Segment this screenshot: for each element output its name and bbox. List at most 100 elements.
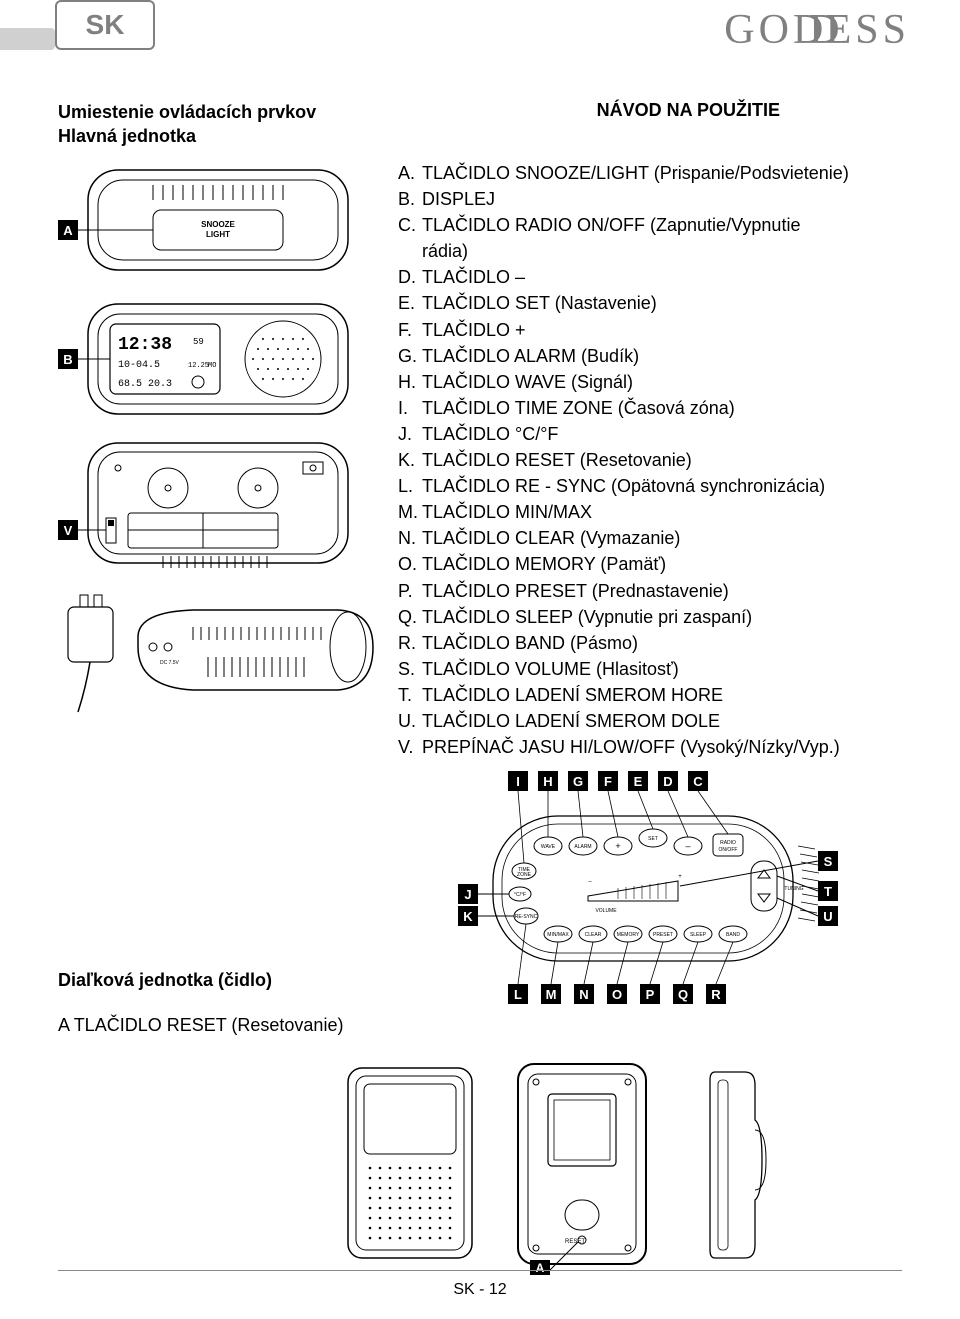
list-letter: J. bbox=[398, 421, 422, 447]
svg-text:PRESET: PRESET bbox=[653, 932, 673, 938]
svg-text:WAVE: WAVE bbox=[541, 844, 556, 850]
page: SK GODDESS Umiestenie ovládacích prvkov … bbox=[0, 0, 960, 1319]
list-item: S.TLAČIDLO VOLUME (Hlasitosť) bbox=[398, 656, 908, 682]
list-item: E.TLAČIDLO SET (Nastavenie) bbox=[398, 290, 908, 316]
list-letter: F. bbox=[398, 317, 422, 343]
list-letter: N. bbox=[398, 525, 422, 551]
svg-text:10-04.5: 10-04.5 bbox=[118, 360, 160, 371]
svg-text:N: N bbox=[579, 987, 588, 1002]
document-title: NÁVOD NA POUŽITIE bbox=[597, 100, 780, 121]
list-item: N.TLAČIDLO CLEAR (Vymazanie) bbox=[398, 525, 908, 551]
list-text: TLAČIDLO RADIO ON/OFF (Zapnutie/Vypnutie bbox=[422, 212, 800, 238]
svg-text:RADIO: RADIO bbox=[720, 840, 736, 846]
svg-text:M: M bbox=[546, 987, 557, 1002]
list-letter: U. bbox=[398, 708, 422, 734]
svg-text:SNOOZE: SNOOZE bbox=[201, 220, 235, 229]
svg-text:TUNING: TUNING bbox=[784, 886, 803, 892]
svg-text:MIN/MAX: MIN/MAX bbox=[547, 932, 569, 938]
list-letter: I. bbox=[398, 395, 422, 421]
diagram-front-view: 12:38 59 10-04.5 12.25 MO 68.5 20.3 B bbox=[58, 294, 358, 424]
svg-text:P: P bbox=[646, 987, 655, 1002]
device-diagrams: SNOOZE LIGHT A 12:38 59 bbox=[58, 160, 378, 746]
svg-text:BAND: BAND bbox=[726, 932, 740, 938]
svg-text:I: I bbox=[516, 774, 520, 789]
list-letter: C. bbox=[398, 212, 422, 238]
list-text: PREPÍNAČ JASU HI/LOW/OFF (Vysoký/Nízky/V… bbox=[422, 734, 840, 760]
list-text: TLAČIDLO PRESET (Prednastavenie) bbox=[422, 578, 729, 604]
svg-text:SET: SET bbox=[648, 836, 658, 842]
svg-text:A: A bbox=[63, 223, 73, 238]
language-badge: SK bbox=[55, 0, 155, 50]
svg-text:CLEAR: CLEAR bbox=[585, 932, 602, 938]
svg-text:K: K bbox=[463, 909, 473, 924]
list-item: L.TLAČIDLO RE - SYNC (Opätovná synchroni… bbox=[398, 473, 908, 499]
list-item: B.DISPLEJ bbox=[398, 186, 908, 212]
list-item: C.TLAČIDLO RADIO ON/OFF (Zapnutie/Vypnut… bbox=[398, 212, 908, 238]
list-item: V.PREPÍNAČ JASU HI/LOW/OFF (Vysoký/Nízky… bbox=[398, 734, 908, 760]
list-letter: A. bbox=[398, 160, 422, 186]
list-item: H.TLAČIDLO WAVE (Signál) bbox=[398, 369, 908, 395]
list-text: TLAČIDLO BAND (Pásmo) bbox=[422, 630, 638, 656]
list-item: T.TLAČIDLO LADENÍ SMEROM HORE bbox=[398, 682, 908, 708]
list-letter: G. bbox=[398, 343, 422, 369]
list-item: I.TLAČIDLO TIME ZONE (Časová zóna) bbox=[398, 395, 908, 421]
header-grey-bar bbox=[0, 28, 55, 50]
list-letter: O. bbox=[398, 551, 422, 577]
svg-text:DC 7.5V: DC 7.5V bbox=[160, 660, 180, 666]
list-letter: D. bbox=[398, 264, 422, 290]
list-item: A.TLAČIDLO SNOOZE/LIGHT (Prispanie/Podsv… bbox=[398, 160, 908, 186]
list-text: TLAČIDLO LADENÍ SMEROM DOLE bbox=[422, 708, 720, 734]
list-text: TLAČIDLO TIME ZONE (Časová zóna) bbox=[422, 395, 735, 421]
list-item: D.TLAČIDLO – bbox=[398, 264, 908, 290]
svg-text:L: L bbox=[514, 987, 522, 1002]
list-item: M.TLAČIDLO MIN/MAX bbox=[398, 499, 908, 525]
list-letter: P. bbox=[398, 578, 422, 604]
section-heading: Umiestenie ovládacích prvkov Hlavná jedn… bbox=[58, 100, 316, 149]
list-text: TLAČIDLO CLEAR (Vymazanie) bbox=[422, 525, 680, 551]
svg-text:RESET: RESET bbox=[565, 1239, 585, 1245]
list-letter: H. bbox=[398, 369, 422, 395]
svg-text:Q: Q bbox=[678, 987, 688, 1002]
svg-text:°C/°F: °C/°F bbox=[514, 892, 526, 898]
list-text: TLAČIDLO WAVE (Signál) bbox=[422, 369, 633, 395]
svg-text:+: + bbox=[678, 874, 682, 880]
svg-text:O: O bbox=[612, 987, 622, 1002]
diagram-side-view: DC 7.5V bbox=[58, 592, 378, 732]
list-item: K.TLAČIDLO RESET (Resetovanie) bbox=[398, 447, 908, 473]
list-item: rádia) bbox=[398, 238, 908, 264]
list-letter: M. bbox=[398, 499, 422, 525]
svg-text:68.5 20.3: 68.5 20.3 bbox=[118, 379, 172, 390]
list-item: U.TLAČIDLO LADENÍ SMEROM DOLE bbox=[398, 708, 908, 734]
heading-line-1: Umiestenie ovládacích prvkov bbox=[58, 100, 316, 124]
svg-text:ZONE: ZONE bbox=[517, 872, 532, 878]
page-footer: SK - 12 bbox=[58, 1270, 902, 1299]
svg-text:F: F bbox=[604, 774, 612, 789]
list-letter: L. bbox=[398, 473, 422, 499]
svg-text:B: B bbox=[63, 352, 72, 367]
list-item: O.TLAČIDLO MEMORY (Pamäť) bbox=[398, 551, 908, 577]
list-text: TLAČIDLO SNOOZE/LIGHT (Prispanie/Podsvie… bbox=[422, 160, 849, 186]
svg-text:C: C bbox=[693, 774, 703, 789]
svg-text:ON/OFF: ON/OFF bbox=[719, 847, 738, 853]
list-letter: E. bbox=[398, 290, 422, 316]
svg-text:12:38: 12:38 bbox=[118, 335, 172, 355]
heading-line-2: Hlavná jednotka bbox=[58, 124, 316, 148]
list-text: TLAČIDLO °C/°F bbox=[422, 421, 558, 447]
list-letter: S. bbox=[398, 656, 422, 682]
list-item: R.TLAČIDLO BAND (Pásmo) bbox=[398, 630, 908, 656]
list-text: TLAČIDLO + bbox=[422, 317, 526, 343]
svg-text:SLEEP: SLEEP bbox=[690, 932, 707, 938]
list-letter: Q. bbox=[398, 604, 422, 630]
svg-text:59: 59 bbox=[193, 337, 204, 347]
brand-logo: GODDESS bbox=[724, 6, 910, 54]
remote-back: RESET A bbox=[510, 1060, 670, 1275]
svg-text:D: D bbox=[663, 774, 672, 789]
svg-text:S: S bbox=[824, 854, 833, 869]
diagram-control-panel: IHGFEDC WAVE ALARM + SET – RADIOON/OFF T… bbox=[418, 766, 888, 1006]
list-text: TLAČIDLO RE - SYNC (Opätovná synchronizá… bbox=[422, 473, 825, 499]
list-text: TLAČIDLO MIN/MAX bbox=[422, 499, 592, 525]
list-text: TLAČIDLO SET (Nastavenie) bbox=[422, 290, 657, 316]
remote-item-a: A TLAČIDLO RESET (Resetovanie) bbox=[58, 1015, 343, 1036]
svg-text:J: J bbox=[464, 887, 471, 902]
svg-text:MO: MO bbox=[208, 362, 216, 370]
